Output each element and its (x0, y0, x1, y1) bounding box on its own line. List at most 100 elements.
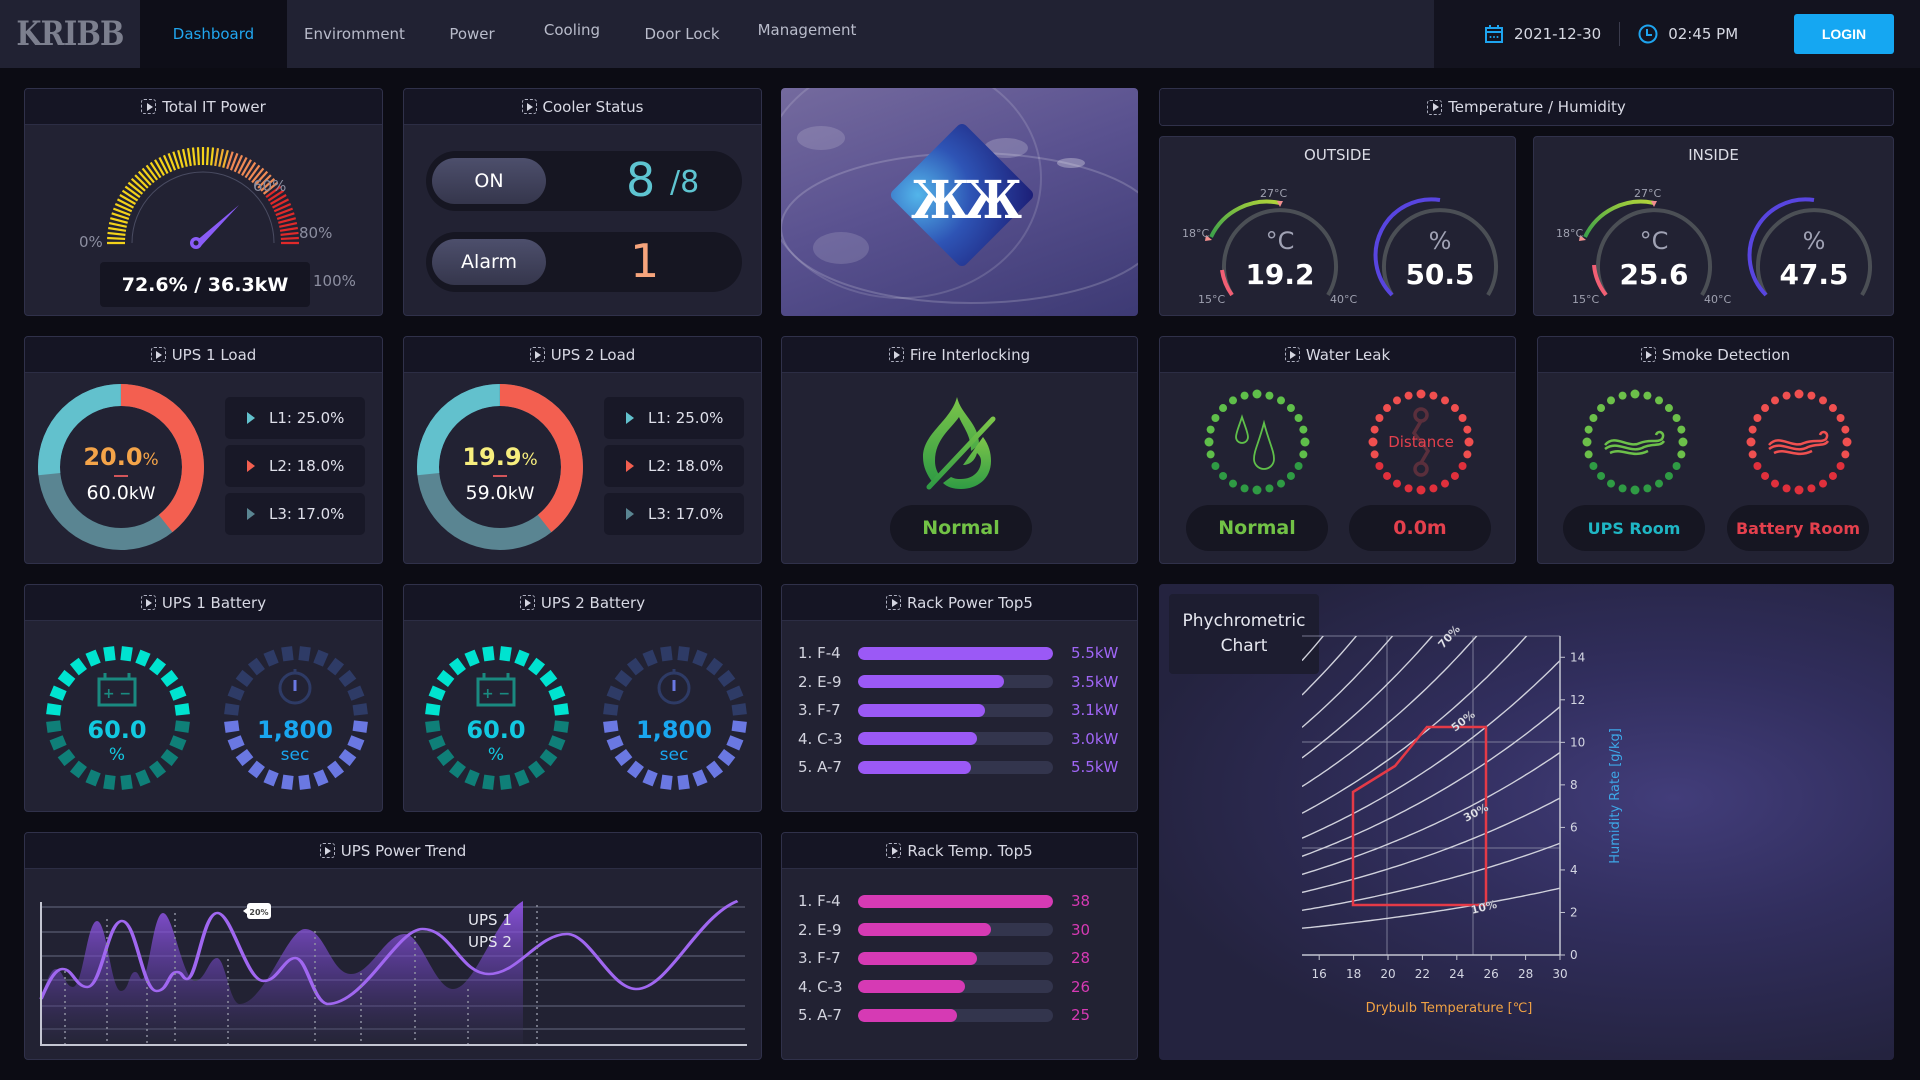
svg-text:18: 18 (1346, 967, 1361, 981)
nav-tab-management[interactable]: Management (757, 21, 857, 39)
svg-text:20.0%: 20.0% (83, 443, 158, 471)
svg-text:4: 4 (1570, 863, 1578, 877)
svg-text:60.0kW: 60.0kW (87, 482, 156, 504)
svg-text:15°C: 15°C (1198, 293, 1225, 306)
rank-row: 2. E-9 30 (798, 920, 1121, 940)
ups1-load-donut: 20.0% 60.0kW (38, 384, 204, 550)
nav-tab-power[interactable]: Power (449, 25, 495, 43)
phase-l2: L2: 18.0% (604, 445, 744, 487)
logo-mark: ЖЖ (911, 169, 1022, 231)
rank-row: 5. A-7 5.5kW (798, 757, 1121, 777)
bar-track (858, 923, 1053, 936)
svg-text:+ −: + − (482, 686, 510, 702)
ups2-load-pct: 19.9 (462, 443, 521, 471)
play-icon (1427, 99, 1443, 115)
phase-l2: L2: 18.0% (225, 445, 365, 487)
outside-climate-panel: OUTSIDE 27°C 18°C 15°C 40°C °C 19.2 % 50… (1159, 136, 1516, 316)
ups-room-status: UPS Room (1563, 505, 1705, 551)
bar-fill (858, 675, 1005, 688)
triangle-icon (247, 460, 255, 472)
phase-l3: L3: 17.0% (604, 493, 744, 535)
play-icon (140, 595, 156, 610)
bar-fill (858, 732, 977, 745)
nav-tab-dashboard[interactable]: Dashboard (140, 0, 287, 68)
battery-room-smoke-ring (1746, 389, 1852, 495)
panel-title: Water Leak (1305, 345, 1391, 364)
nav-tab-cooling[interactable]: Cooling (543, 21, 601, 39)
psychrometric-panel: Phychrometric Chart 16 18 20 22 24 26 28 30 0 2 4 6… (1159, 584, 1894, 1060)
rack-label: 2. E-9 (798, 920, 842, 939)
panel-title: Total IT Power (162, 97, 266, 116)
ups1-load-pct: 20.0 (83, 443, 142, 471)
inside-climate-panel: INSIDE 27°C 18°C 15°C 40°C °C 25.6 % 47.… (1533, 136, 1894, 316)
nav-tab-environment[interactable]: Enviromment (304, 25, 405, 43)
panel-title: Smoke Detection (1661, 345, 1791, 364)
bar-fill (858, 923, 991, 936)
cooler-status-panel: Cooler Status ON 8 /8 Alarm 1 (403, 88, 762, 316)
bar-track (858, 1008, 1053, 1022)
header-right: 2021-12-30 02:45 PM LOGIN (1434, 0, 1920, 68)
power-gauge: 0% 60% 80% 100% (79, 147, 356, 290)
inside-label: INSIDE (1688, 146, 1739, 164)
rack-value: 30 (1071, 920, 1091, 939)
ups2-load-donut: 19.9% 59.0kW (417, 384, 583, 550)
rack-label: 4. C-3 (798, 729, 843, 748)
charge-value: 60.0 (466, 716, 525, 744)
legend-ups2: UPS 2 (468, 933, 512, 951)
main-nav: Dashboard Enviromment Power Cooling Door… (140, 0, 872, 68)
rank-row: 4. C-3 26 (798, 977, 1121, 997)
water-sensor-ring (1204, 389, 1310, 495)
total-it-power-panel: Total IT Power 0% 60% 80% 100% 72.6% / 3… (24, 88, 383, 316)
smoke-icon (1768, 430, 1830, 456)
bar-fill (858, 951, 977, 965)
ups2-battery-panel: UPS 2 Battery + − 60.0 % 1,800 sec (403, 584, 762, 812)
play-icon (1640, 347, 1656, 362)
rank-row: 4. C-3 3.0kW (798, 729, 1121, 749)
date-display: 2021-12-30 (1484, 24, 1601, 44)
panel-header: UPS Power Trend (25, 833, 761, 869)
alarm-count: 1 (630, 234, 660, 288)
svg-text:59.0kW: 59.0kW (466, 482, 535, 504)
bar-fill (858, 1008, 958, 1022)
nav-tab-door-lock[interactable]: Door Lock (644, 25, 720, 43)
flame-off-icon (923, 397, 996, 490)
rack-label: 3. F-7 (798, 949, 841, 967)
divider (1619, 22, 1621, 46)
login-button[interactable]: LOGIN (1794, 14, 1894, 54)
distance-label: Distance (1388, 433, 1454, 451)
svg-text:%: % (1429, 227, 1452, 255)
alarm-badge: Alarm (432, 239, 546, 285)
ups2-load-panel: UPS 2 Load 19.9% 59.0kW L1: 25.0% L2: 18… (403, 336, 762, 564)
panel-title: UPS 2 Battery (540, 593, 646, 612)
svg-text:18°C: 18°C (1182, 227, 1209, 240)
time-text: 02:45 PM (1668, 25, 1739, 43)
rack-value: 25 (1071, 1006, 1091, 1024)
svg-text:15°C: 15°C (1572, 293, 1599, 306)
brand-logo[interactable]: KRIBB (16, 14, 124, 54)
top-nav-bar: KRIBB Dashboard Enviromment Power Coolin… (0, 0, 1920, 68)
panel-title: Fire Interlocking (909, 345, 1031, 364)
panel-title: UPS Power Trend (340, 841, 467, 860)
svg-text:27°C: 27°C (1634, 187, 1661, 200)
inside-gauges: 27°C 18°C 15°C 40°C °C 25.6 % 47.5 (1556, 187, 1872, 306)
svg-text:°C: °C (1640, 227, 1669, 255)
rack-temp-panel: Rack Temp. Top5 1. F-4 38 2. E-9 30 3. F-7 28… (781, 832, 1138, 1060)
bar-fill (858, 980, 966, 993)
rack-value: 3.0kW (1071, 729, 1119, 748)
bar-track (858, 951, 1053, 965)
bar-track (858, 732, 1053, 745)
svg-text:10: 10 (1570, 735, 1585, 749)
rack-label: 1. F-4 (798, 644, 841, 662)
smoke-icon (1604, 430, 1666, 456)
panel-header: Rack Temp. Top5 (782, 833, 1137, 869)
play-icon (150, 347, 166, 362)
outside-label: OUTSIDE (1304, 146, 1371, 164)
battery-room-status: Battery Room (1727, 505, 1869, 551)
battery-charge-gauge: + − 60.0 % (46, 646, 190, 790)
smoke-detection-panel: Smoke Detection UPS Room Battery Room (1537, 336, 1894, 564)
brand-image-panel: ЖЖ (781, 88, 1138, 316)
bar-track (858, 760, 1053, 774)
panel-header: Cooler Status (404, 89, 761, 125)
phase-l3: L3: 17.0% (225, 493, 365, 535)
